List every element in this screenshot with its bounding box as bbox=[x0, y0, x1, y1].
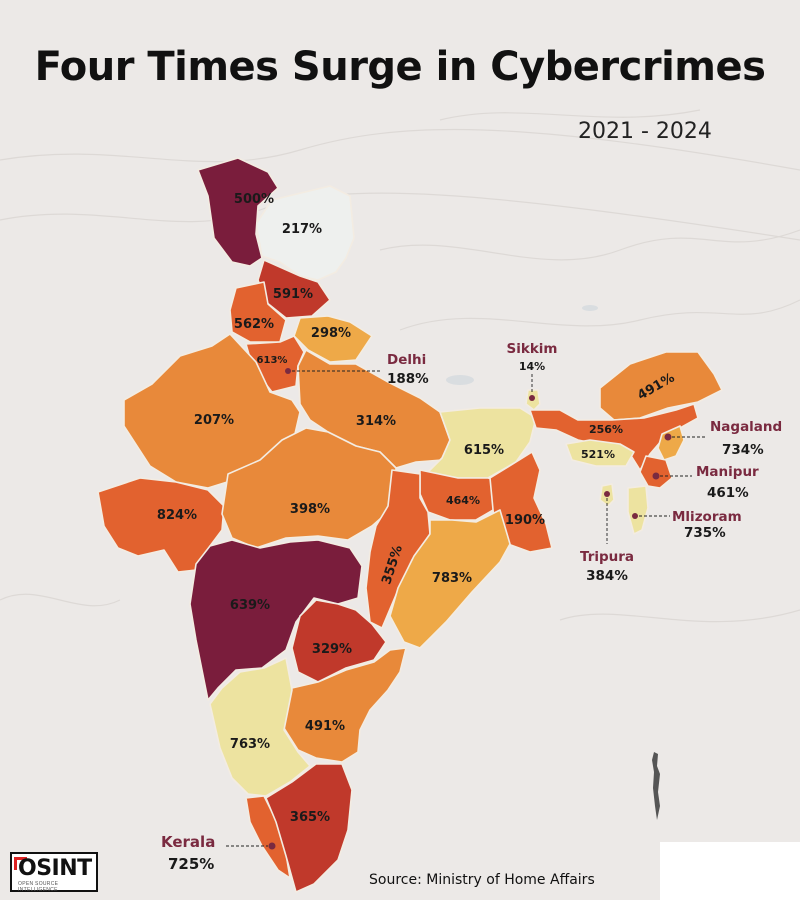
region-arunachal-pradesh[interactable] bbox=[599, 351, 723, 421]
region-nagaland[interactable] bbox=[657, 425, 685, 461]
region-chhattisgarh[interactable] bbox=[365, 469, 431, 629]
region-rajasthan[interactable] bbox=[123, 333, 301, 489]
kerala-marker[interactable] bbox=[268, 842, 276, 850]
region-maharashtra[interactable] bbox=[189, 539, 363, 701]
value-assam: 256% bbox=[589, 423, 623, 436]
manipur-value: 461% bbox=[707, 485, 749, 501]
nagaland-marker[interactable] bbox=[664, 433, 672, 441]
value-andhra-pradesh: 491% bbox=[305, 719, 345, 734]
nagaland-name: Nagaland bbox=[710, 419, 782, 435]
logo-bracket-icon bbox=[14, 857, 27, 870]
callout-kerala: Kerala 725% bbox=[161, 833, 276, 873]
delhi-value: 188% bbox=[387, 371, 429, 387]
value-uttarakhand: 298% bbox=[311, 326, 351, 341]
value-karnataka: 763% bbox=[230, 737, 270, 752]
andaman-islands bbox=[652, 752, 660, 820]
region-andhra-pradesh[interactable] bbox=[283, 647, 407, 763]
callout-manipur: Manipur 461% bbox=[652, 464, 759, 501]
region-tamil-nadu[interactable] bbox=[265, 763, 353, 893]
value-madhya-pradesh: 398% bbox=[290, 502, 330, 517]
kerala-value: 725% bbox=[168, 855, 214, 873]
delhi-marker[interactable] bbox=[285, 368, 291, 374]
region-meghalaya[interactable] bbox=[565, 439, 635, 467]
region-uttarakhand[interactable] bbox=[293, 315, 373, 363]
callout-delhi: Delhi 188% bbox=[285, 352, 429, 387]
blank-patch bbox=[660, 842, 800, 900]
region-mizoram[interactable] bbox=[627, 485, 649, 535]
value-haryana: 613% bbox=[257, 355, 288, 366]
value-west-bengal: 190% bbox=[505, 513, 545, 528]
value-odisha: 783% bbox=[432, 571, 472, 586]
value-himachal-pradesh: 591% bbox=[273, 287, 313, 302]
manipur-name: Manipur bbox=[696, 464, 759, 480]
mizoram-name: Mlizoram bbox=[672, 509, 742, 525]
kerala-name: Kerala bbox=[161, 833, 215, 851]
value-uttar-pradesh: 314% bbox=[356, 414, 396, 429]
value-maharashtra: 639% bbox=[230, 598, 270, 613]
mizoram-marker[interactable] bbox=[632, 513, 638, 519]
value-bihar: 615% bbox=[464, 443, 504, 458]
tripura-name: Tripura bbox=[580, 549, 634, 565]
page-title: Four Times Surge in Cybercrimes bbox=[34, 44, 766, 90]
tripura-marker[interactable] bbox=[604, 491, 610, 497]
osint-logo: OSINT OPEN SOURCE INTELLIGENCE bbox=[10, 852, 98, 893]
nagaland-value: 734% bbox=[722, 442, 764, 458]
region-telangana[interactable] bbox=[291, 599, 387, 683]
value-rajasthan: 207% bbox=[194, 413, 234, 428]
value-punjab: 562% bbox=[234, 317, 274, 332]
sikkim-value: 14% bbox=[519, 360, 545, 373]
region-ladakh[interactable] bbox=[255, 185, 355, 281]
source-credit: Source: Ministry of Home Affairs bbox=[369, 872, 595, 888]
callout-mizoram: Mlizoram 735% bbox=[632, 509, 742, 541]
period-label: 2021 - 2024 bbox=[578, 119, 712, 144]
manipur-marker[interactable] bbox=[652, 472, 660, 480]
value-meghalaya: 521% bbox=[581, 448, 615, 461]
tripura-value: 384% bbox=[586, 568, 628, 584]
logo-text: OSINT bbox=[18, 856, 92, 881]
value-tamil-nadu: 365% bbox=[290, 810, 330, 825]
region-odisha[interactable] bbox=[389, 509, 511, 649]
logo-tagline: OPEN SOURCE INTELLIGENCE bbox=[18, 881, 59, 893]
callout-nagaland: Nagaland 734% bbox=[664, 419, 782, 458]
value-jammu-kashmir: 500% bbox=[234, 192, 274, 207]
callout-tripura: Tripura 384% bbox=[580, 491, 634, 584]
mizoram-value: 735% bbox=[684, 525, 726, 541]
value-gujarat: 824% bbox=[157, 508, 197, 523]
region-jharkhand[interactable] bbox=[419, 469, 505, 521]
value-telangana: 329% bbox=[312, 642, 352, 657]
callouts: Delhi 188% Sikkim 14% Nagaland 734% Mani… bbox=[161, 341, 782, 873]
region-jammu-kashmir[interactable] bbox=[197, 157, 279, 267]
region-karnataka[interactable] bbox=[209, 657, 311, 797]
sikkim-name: Sikkim bbox=[506, 341, 557, 357]
delhi-name: Delhi bbox=[387, 352, 426, 368]
region-manipur[interactable] bbox=[639, 455, 673, 489]
sikkim-marker[interactable] bbox=[529, 395, 535, 401]
value-ladakh: 217% bbox=[282, 222, 322, 237]
callout-sikkim: Sikkim 14% bbox=[506, 341, 558, 401]
value-jharkhand: 464% bbox=[446, 494, 480, 507]
